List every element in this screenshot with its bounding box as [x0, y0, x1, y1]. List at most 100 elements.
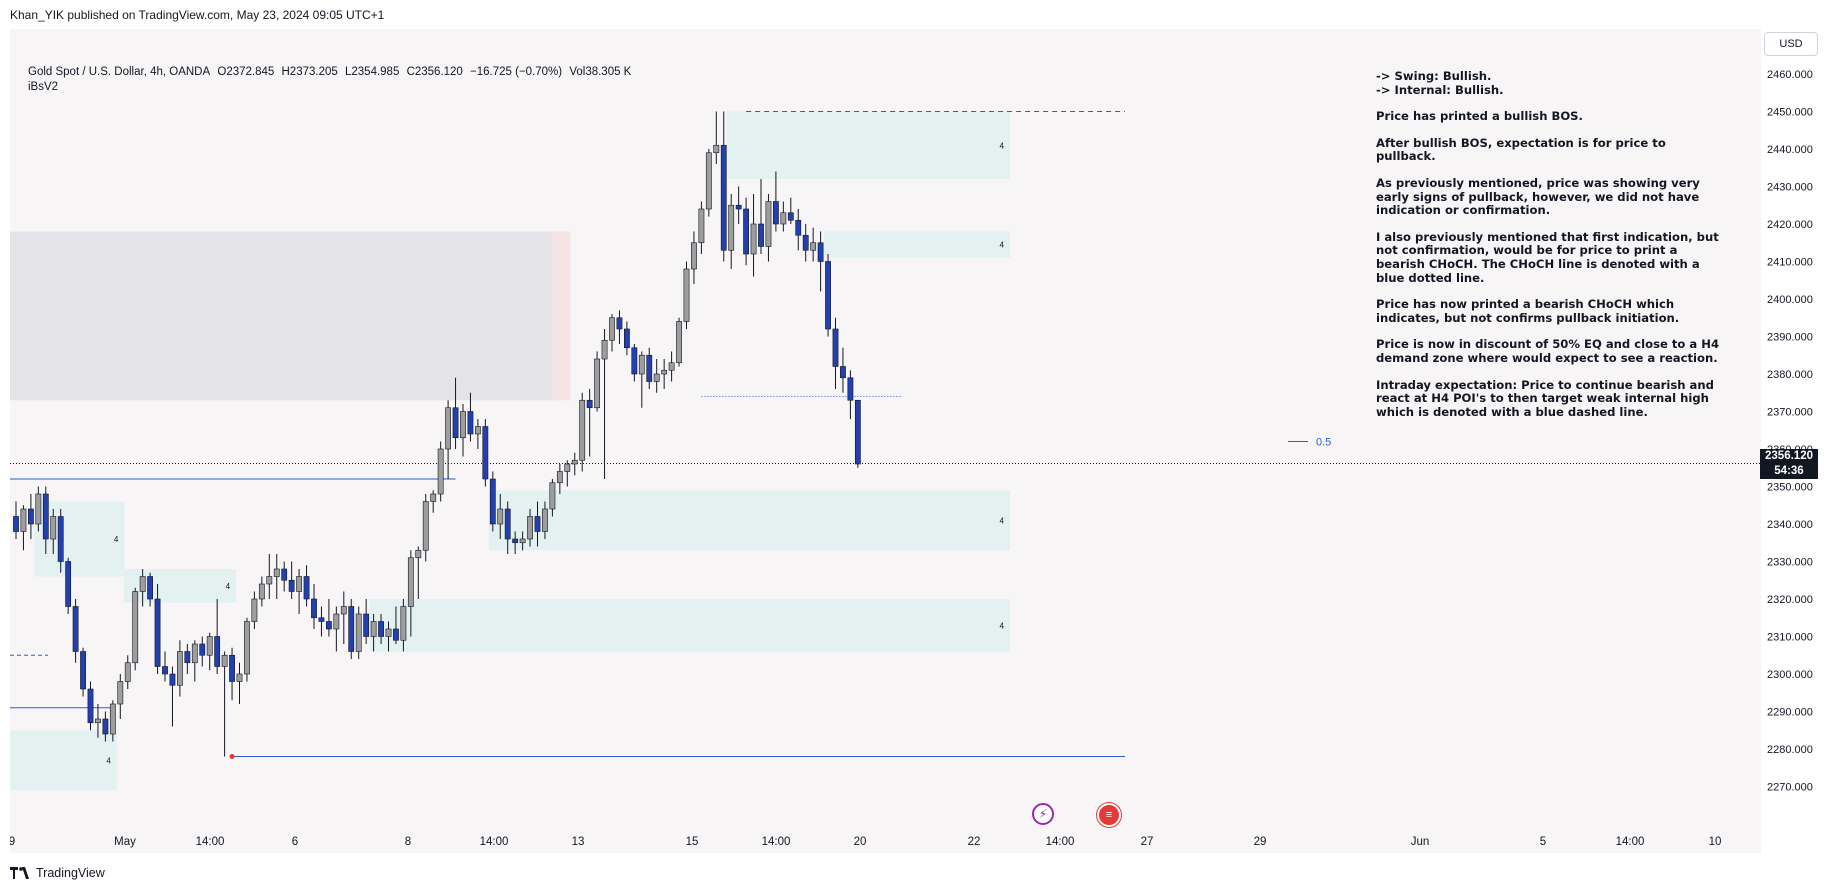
bull-candle-body: [750, 223, 757, 255]
candle: [512, 531, 519, 554]
candle: [653, 359, 660, 393]
candle: [147, 572, 153, 607]
y-tick-label: 2350.000: [1767, 482, 1813, 494]
candle: [303, 565, 310, 607]
candle: [363, 599, 370, 644]
ohlc-open: O2372.845: [217, 66, 275, 78]
bull-candle-body: [251, 598, 258, 622]
bear-candle-body: [825, 261, 831, 330]
bull-candle-body: [50, 516, 57, 540]
candle: [564, 460, 571, 487]
candlestick-chart[interactable]: 4 4 4 4 4 4 4 0.5 9 May 14:00 6 8 14:00 13 15 14:00 20 22…: [10, 29, 1761, 853]
candle: [124, 655, 131, 689]
bear-candle-body: [817, 242, 824, 262]
candle: [549, 479, 556, 517]
bull-candle-body: [609, 317, 615, 341]
candle: [385, 621, 392, 652]
us-flag-event-icon[interactable]: ≡: [1097, 803, 1121, 827]
currency-button[interactable]: USD: [1764, 32, 1818, 56]
candle: [713, 111, 720, 164]
candle: [132, 587, 139, 671]
y-tick-label: 2460.000: [1767, 69, 1813, 81]
bull-candle-body: [571, 459, 578, 465]
bull-candle-body: [385, 628, 392, 637]
candle: [214, 599, 221, 674]
y-tick-label: 2390.000: [1767, 332, 1813, 344]
candle: [571, 452, 578, 476]
bear-candle-body: [57, 516, 64, 562]
price-axis[interactable]: 2270.000 2280.000 2290.000 2300.000 2310.000…: [1761, 29, 1835, 853]
candle: [154, 584, 161, 674]
candle: [579, 392, 586, 472]
footer-brand[interactable]: TradingView: [10, 866, 105, 880]
candle: [266, 554, 273, 599]
x-tick-label: 8: [405, 836, 411, 848]
candle: [504, 501, 511, 554]
bull-candle-body: [683, 268, 690, 322]
indicator-name[interactable]: iBsV2: [28, 81, 59, 93]
candle: [452, 377, 459, 449]
bull-candle-body: [95, 718, 101, 724]
bull-candle-body: [705, 152, 712, 210]
candle: [430, 490, 437, 513]
candle: [825, 254, 831, 337]
bull-candle-body: [661, 369, 668, 375]
candle: [109, 700, 116, 742]
bear-candle-body: [832, 328, 839, 367]
bear-candle-body: [72, 606, 79, 652]
symbol-title[interactable]: Gold Spot / U.S. Dollar, 4h, OANDA: [28, 66, 211, 78]
candle: [72, 599, 79, 663]
y-tick-label: 2440.000: [1767, 144, 1813, 156]
bear-candle-body: [13, 516, 19, 532]
bear-candle-body: [482, 426, 489, 480]
bull-candle-body: [691, 242, 697, 270]
bull-candle-body: [698, 208, 705, 244]
candle: [631, 344, 638, 382]
candle: [840, 347, 846, 393]
candle: [422, 494, 429, 562]
candle: [698, 201, 705, 254]
bull-candle-body: [221, 654, 228, 667]
bull-candle-body: [474, 426, 481, 435]
bull-candle-body: [780, 212, 787, 225]
bear-candle-body: [586, 399, 593, 409]
candle: [340, 591, 347, 644]
bull-candle-body: [177, 651, 183, 686]
note-paragraph: Price has printed a bullish BOS.: [1376, 109, 1583, 124]
brand-name: TradingView: [36, 866, 105, 880]
bull-candle-body: [236, 673, 243, 682]
candle: [65, 557, 72, 614]
candle: [169, 666, 176, 727]
price-change: −16.725 (−0.70%): [470, 66, 563, 78]
bear-candle-body: [452, 407, 459, 439]
candle: [13, 501, 19, 539]
y-tick-label: 2370.000: [1767, 407, 1813, 419]
candle: [57, 509, 64, 573]
bull-candle-body: [713, 144, 720, 154]
candle: [519, 531, 526, 551]
note-paragraph: Price has now printed a bearish CHoCH wh…: [1376, 297, 1680, 325]
chart-pane[interactable]: 4 4 4 4 4 4 4 0.5 9 May 14:00 6 8 14:00 13 15 14:00 20 22…: [10, 29, 1761, 853]
zone-4: [369, 599, 1011, 652]
bear-candle-body: [229, 654, 235, 682]
bull-candle-body: [556, 471, 563, 484]
lightning-event-icon[interactable]: ⚡: [1032, 803, 1054, 825]
candle: [474, 419, 481, 449]
candle: [802, 224, 809, 262]
candle: [177, 640, 183, 697]
y-tick-label: 2380.000: [1767, 369, 1813, 381]
volume: Vol38.305 K: [569, 66, 632, 78]
candle: [616, 310, 623, 344]
candle: [393, 606, 399, 644]
candle: [497, 494, 504, 539]
candle: [691, 231, 697, 284]
bull-candle-body: [676, 321, 682, 364]
candle: [758, 179, 764, 254]
candle: [705, 149, 712, 217]
bear-candle-body: [743, 208, 749, 255]
candle: [750, 194, 757, 277]
candle: [273, 554, 280, 599]
bull-candle-body: [653, 373, 660, 382]
bull-candle-body: [594, 358, 600, 409]
bear-candle-body: [772, 201, 779, 225]
